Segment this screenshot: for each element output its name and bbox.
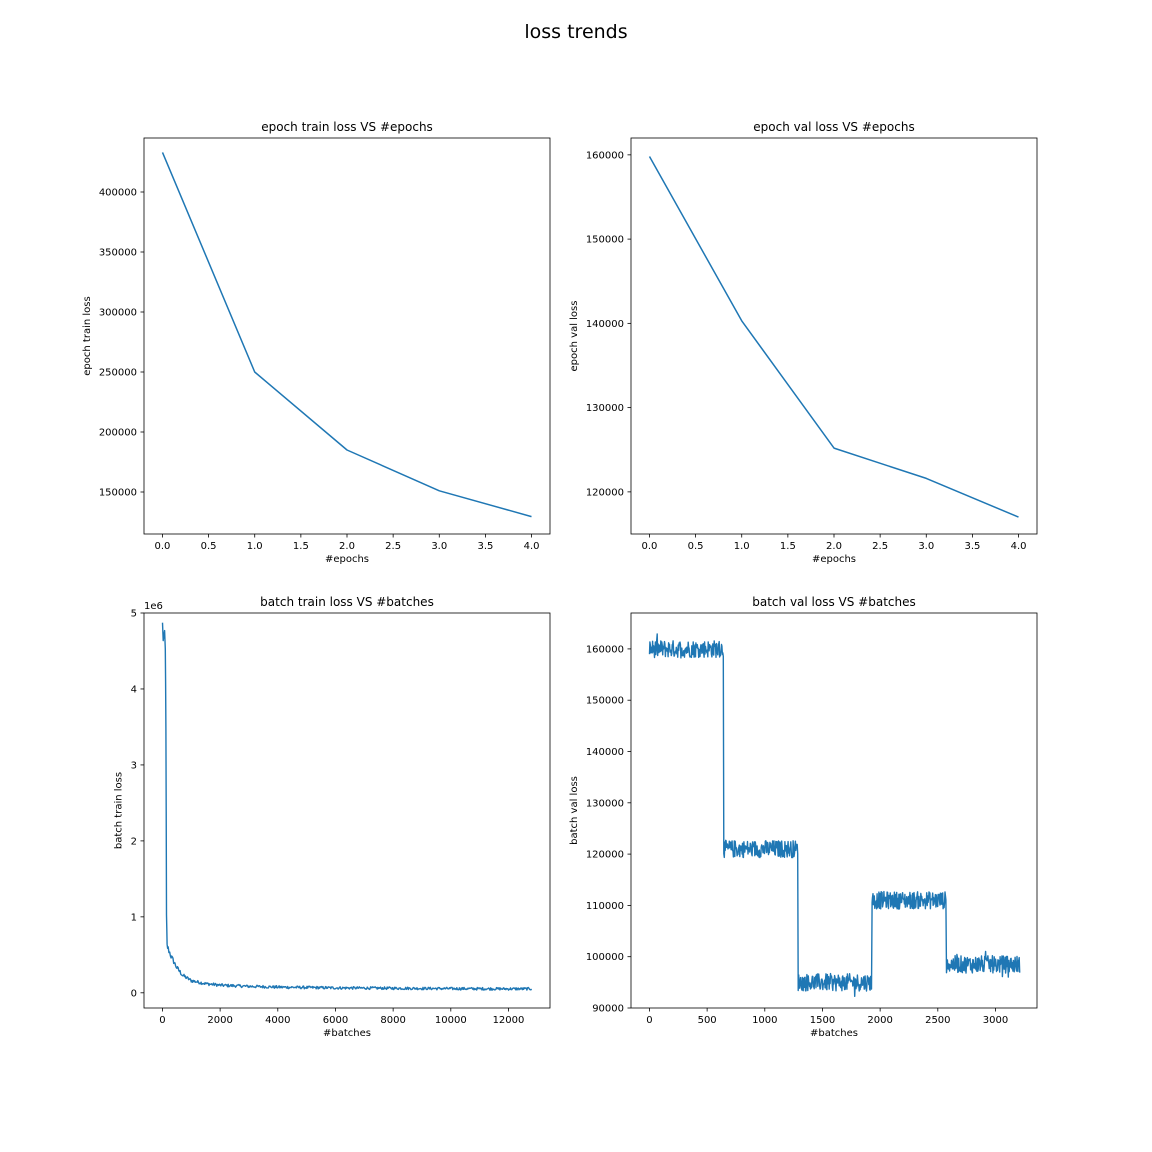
epoch-train-loss-x-tick-label: 3.0 (431, 541, 447, 552)
epoch-train-loss-y-tick-label: 400000 (99, 188, 137, 199)
epoch-val-loss-x-tick-label: 4.0 (1011, 541, 1027, 552)
batch-val-loss-y-tick-label: 140000 (586, 747, 624, 758)
batch-val-loss-x-tick-label: 0 (646, 1015, 652, 1026)
batch-train-loss-series-line (161, 622, 533, 991)
batch-train-loss-title: batch train loss VS #batches (260, 595, 434, 609)
batch-val-loss-y-axis-label: batch val loss (569, 776, 580, 845)
batch-train-loss-plot-area (144, 613, 550, 1008)
epoch-val-loss-plot-area (631, 138, 1037, 534)
epoch-val-loss-y-tick-label: 120000 (586, 487, 624, 498)
epoch-train-loss-x-axis-label: #epochs (325, 554, 369, 565)
epoch-val-loss-x-tick-label: 1.5 (780, 541, 796, 552)
batch-val-loss-x-tick-label: 2000 (867, 1015, 892, 1026)
batch-val-loss-axes-frame (630, 612, 1038, 1009)
batch-val-loss-x-tick-label: 1500 (810, 1015, 835, 1026)
batch-train-loss-axes-frame (143, 612, 551, 1009)
batch-train-loss-y-tick-label: 0 (131, 988, 137, 999)
batch-train-loss-x-tick-label: 6000 (323, 1015, 348, 1026)
epoch-val-loss-y-tick-label: 150000 (586, 235, 624, 246)
epoch-train-loss-y-tick-label: 250000 (99, 368, 137, 379)
epoch-train-loss-y-axis-label: epoch train loss (82, 296, 93, 375)
epoch-train-loss-x-tick-label: 1.5 (293, 541, 309, 552)
subplot-grid: 0.0 0.5 1.0 1.5 2.0 2.5 3.0 3.5 4.01500002000002… (82, 120, 1038, 1039)
epoch-train-loss-y-tick-label: 200000 (99, 428, 137, 439)
batch-val-loss-y-tick-label: 100000 (586, 952, 624, 963)
batch-train-loss-y-offset-label: 1e6 (144, 601, 163, 612)
epoch-train-loss-chart: 0.0 0.5 1.0 1.5 2.0 2.5 3.0 3.5 4.0 150000 200000 2… (82, 120, 551, 565)
epoch-train-loss-x-tick-label: 2.5 (385, 541, 401, 552)
batch-val-loss-x-tick-label: 3000 (983, 1015, 1008, 1026)
epoch-val-loss-x-tick-label: 0.0 (642, 541, 658, 552)
epoch-val-loss-y-axis-label: epoch val loss (569, 301, 580, 372)
batch-val-loss-y-tick-label: 90000 (592, 1004, 624, 1015)
epoch-val-loss-x-tick-label: 2.0 (826, 541, 842, 552)
epoch-val-loss-x-tick-label: 2.5 (872, 541, 888, 552)
batch-train-loss-x-tick-label: 4000 (265, 1015, 290, 1026)
epoch-train-loss-series-line (161, 152, 532, 518)
epoch-train-loss-x-tick-label: 1.0 (247, 541, 263, 552)
epoch-train-loss-y-tick-label: 300000 (99, 308, 137, 319)
epoch-train-loss-x-tick-label: 0.5 (201, 541, 217, 552)
epoch-train-loss-y-tick-label: 350000 (99, 248, 137, 259)
batch-val-loss-x-tick-label: 2500 (925, 1015, 950, 1026)
batch-val-loss-x-axis-label: #batches (810, 1028, 858, 1039)
batch-train-loss-x-tick-label: 0 (159, 1015, 165, 1026)
batch-val-loss-y-tick-label: 130000 (586, 798, 624, 809)
batch-train-loss-y-tick-label: 3 (131, 760, 137, 771)
batch-train-loss-y-axis-label: batch train loss (114, 772, 125, 849)
epoch-val-loss-x-tick-label: 3.0 (918, 541, 934, 552)
batch-train-loss-x-axis-label: #batches (323, 1028, 371, 1039)
batch-val-loss-series-line (648, 633, 1021, 997)
figure-title: loss trends (524, 21, 627, 43)
batch-val-loss-y-tick-label: 160000 (586, 644, 624, 655)
batch-val-loss-x-tick-label: 1000 (752, 1015, 777, 1026)
epoch-train-loss-y-tick-label: 150000 (99, 488, 137, 499)
epoch-val-loss-x-tick-label: 1.0 (734, 541, 750, 552)
batch-train-loss-y-tick-label: 4 (131, 684, 137, 695)
epoch-val-loss-x-tick-label: 3.5 (964, 541, 980, 552)
batch-val-loss-y-tick-label: 150000 (586, 696, 624, 707)
epoch-train-loss-x-tick-label: 4.0 (524, 541, 540, 552)
epoch-val-loss-chart: 0.0 0.5 1.0 1.5 2.0 2.5 3.0 3.5 4.0 120000 130000 1… (569, 120, 1038, 565)
epoch-train-loss-title: epoch train loss VS #epochs (261, 120, 433, 134)
epoch-val-loss-x-tick-label: 0.5 (688, 541, 704, 552)
epoch-val-loss-title: epoch val loss VS #epochs (753, 120, 914, 134)
batch-val-loss-plot-area (631, 613, 1037, 1008)
batch-train-loss-y-tick-label: 5 (131, 609, 137, 620)
epoch-train-loss-x-tick-label: 0.0 (155, 541, 171, 552)
batch-train-loss-x-tick-label: 2000 (207, 1015, 232, 1026)
epoch-val-loss-y-tick-label: 140000 (586, 319, 624, 330)
epoch-val-loss-y-tick-label: 130000 (586, 403, 624, 414)
epoch-train-loss-plot-area (144, 138, 550, 534)
batch-train-loss-x-tick-label: 10000 (435, 1015, 467, 1026)
batch-train-loss-chart: 0 2000 4000 6000 8000 10000 12000 0 1 2 3 4 5 batch t… (114, 595, 551, 1039)
batch-train-loss-x-tick-label: 12000 (493, 1015, 525, 1026)
epoch-val-loss-y-tick-label: 160000 (586, 150, 624, 161)
epoch-train-loss-x-tick-label: 2.0 (339, 541, 355, 552)
batch-train-loss-x-tick-label: 8000 (380, 1015, 405, 1026)
batch-val-loss-title: batch val loss VS #batches (752, 595, 916, 609)
batch-val-loss-chart: 0 500 1000 1500 2000 2500 3000 90000 100000 11000… (569, 595, 1038, 1039)
batch-train-loss-y-tick-label: 2 (131, 836, 137, 847)
batch-val-loss-x-tick-label: 500 (698, 1015, 717, 1026)
epoch-val-loss-series-line (648, 156, 1019, 518)
epoch-val-loss-x-axis-label: #epochs (812, 554, 856, 565)
batch-train-loss-y-tick-label: 1 (131, 912, 137, 923)
epoch-train-loss-x-tick-label: 3.5 (477, 541, 493, 552)
batch-val-loss-y-tick-label: 110000 (586, 901, 624, 912)
batch-val-loss-y-tick-label: 120000 (586, 850, 624, 861)
